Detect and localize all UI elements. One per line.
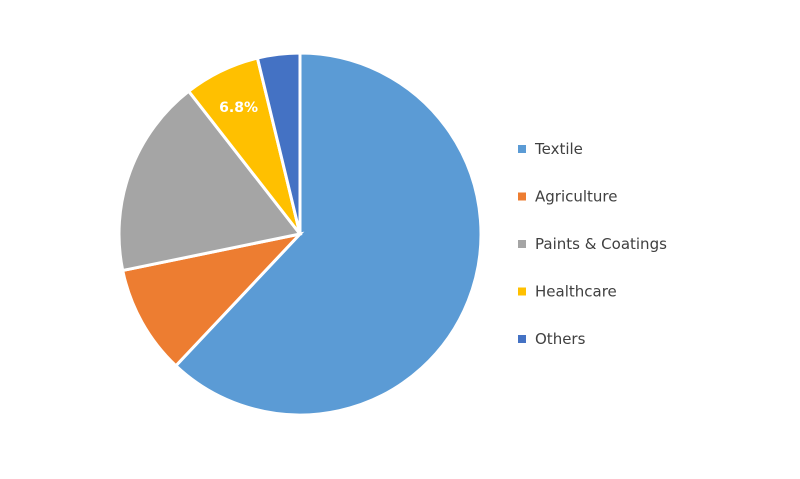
pie-slices (117, 51, 483, 417)
legend-swatch-others (518, 335, 526, 343)
legend-swatch-paints-and-coatings (518, 240, 526, 248)
legend-swatch-healthcare (518, 287, 526, 296)
data-label-healthcare: 6.8% (219, 100, 258, 116)
pie-slice-others (255, 51, 302, 235)
chart-legend: Textile Agriculture Paints & Coatings Healt… (518, 140, 667, 348)
pie-slice-agriculture (120, 231, 305, 368)
legend-label-healthcare: Healthcare (535, 283, 617, 301)
legend-label-textile: Textile (534, 140, 583, 158)
legend-label-paints-and-coatings: Paints & Coatings (535, 235, 667, 253)
legend-swatch-textile (518, 145, 526, 153)
pie-slice-paints-and-coatings (117, 89, 303, 273)
legend-label-others: Others (535, 330, 586, 348)
legend-label-agriculture: Agriculture (535, 188, 618, 206)
pie-data-labels: 6.8% (219, 100, 258, 116)
legend-swatch-agriculture (518, 192, 526, 201)
pie-slice-textile (173, 51, 483, 417)
